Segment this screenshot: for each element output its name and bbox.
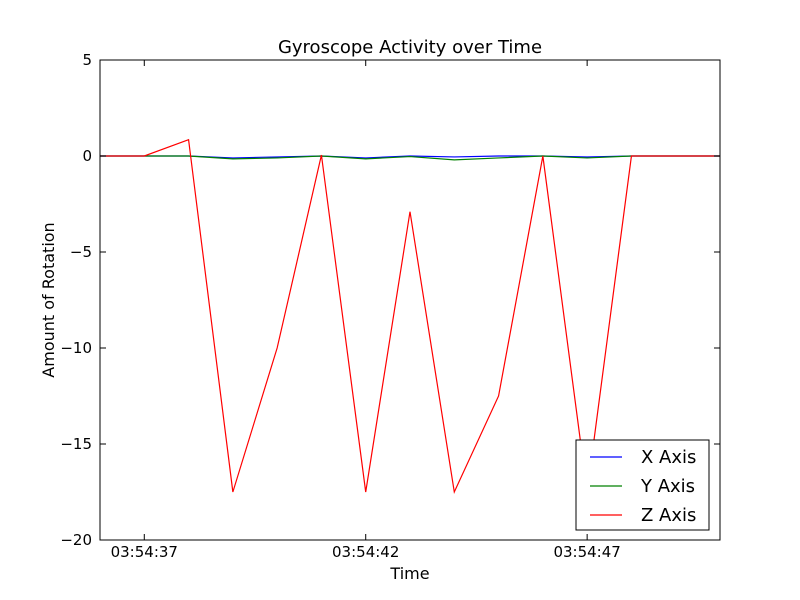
legend-label: X Axis: [641, 447, 696, 468]
plot-frame: [99, 59, 721, 541]
x-tick-label: 03:54:37: [111, 543, 178, 561]
legend-label: Y Axis: [640, 476, 695, 497]
y-axis-label: Amount of Rotation: [39, 222, 58, 377]
legend-label: Z Axis: [641, 505, 696, 526]
y-tick-label: −10: [60, 339, 92, 357]
y-tick-label: −20: [60, 531, 92, 549]
plot-area: [100, 138, 720, 495]
axis-ticks: 5 0 −5 −10 −15 −20 03:54:37 03:54:42 03:54:47: [60, 51, 720, 561]
x-axis-label: Time: [389, 564, 429, 583]
chart-title: Gyroscope Activity over Time: [278, 37, 542, 58]
y-tick-label: 0: [82, 147, 92, 165]
y-tick-label: 5: [82, 51, 92, 69]
series-line-z-axis: [100, 138, 720, 495]
x-tick-label: 03:54:42: [332, 543, 399, 561]
x-tick-label: 03:54:47: [553, 543, 620, 561]
y-tick-label: −15: [60, 435, 92, 453]
y-tick-label: −5: [70, 243, 92, 261]
series-line-y-axis: [100, 155, 720, 161]
legend: X Axis Y Axis Z Axis: [575, 439, 710, 531]
